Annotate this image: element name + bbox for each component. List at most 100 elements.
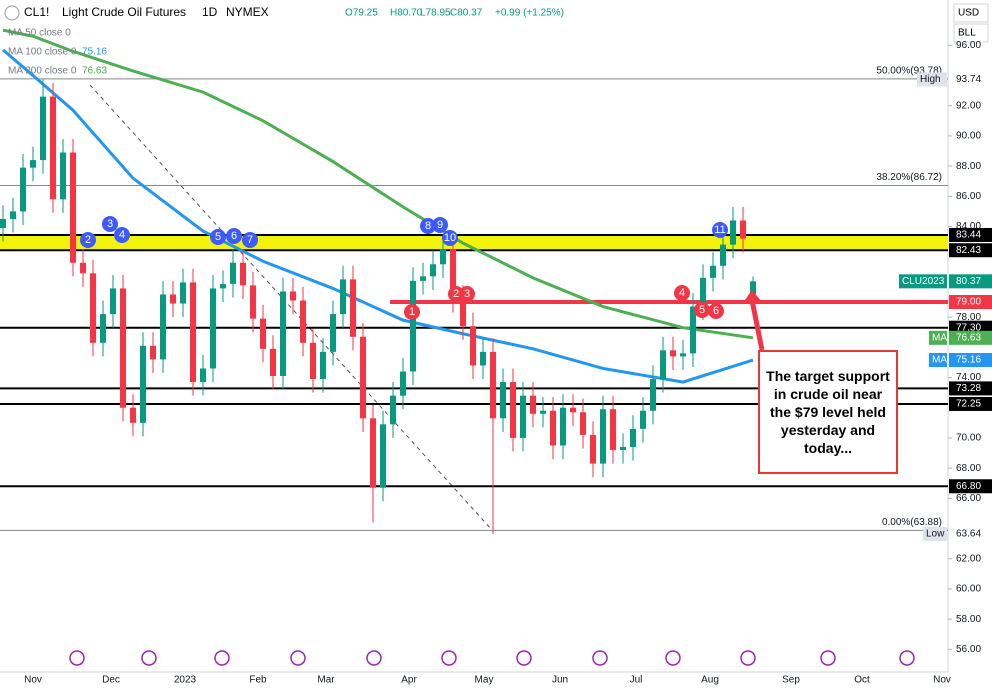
currency-box[interactable]	[953, 3, 989, 23]
fib-label: 0.00%(63.88)	[882, 517, 942, 528]
level-tag-label: 82.43	[956, 245, 981, 256]
arrow-head	[745, 290, 762, 302]
x-tick-label: Jul	[630, 675, 643, 686]
indicator-value: 75.16	[82, 47, 107, 58]
candle-body	[750, 281, 756, 299]
marker	[442, 230, 458, 246]
indicator-label: MA 100 close 0	[8, 47, 77, 58]
candle-body	[310, 342, 316, 380]
level-tag-label: 72.25	[956, 399, 981, 410]
y-tick-label: 78.00	[956, 312, 981, 323]
candle-body	[340, 279, 346, 315]
unit-box[interactable]	[953, 23, 989, 43]
candle-body	[90, 273, 96, 343]
y-tick-label: 58.00	[956, 614, 981, 625]
marker	[694, 302, 710, 318]
level-tag-label: 77.30	[956, 322, 981, 333]
candle-body	[350, 279, 356, 337]
x-tick-label: Oct	[854, 675, 870, 686]
x-tick-label: Mar	[317, 675, 335, 686]
candle-body	[590, 434, 596, 464]
marker-label: 6	[713, 305, 719, 317]
y-tick-label: 84.00	[956, 221, 981, 232]
marker	[242, 232, 258, 248]
candle-body	[390, 395, 396, 425]
candle-body	[140, 345, 146, 423]
candle-body	[0, 218, 6, 229]
marker	[712, 222, 728, 238]
level-tag-label: 73.28	[956, 383, 981, 394]
candle-body	[70, 152, 76, 263]
y-tick-label: 90.00	[956, 131, 981, 142]
ohlc: +0.99 (+1.25%)	[495, 8, 564, 19]
candle-body	[620, 446, 626, 451]
candle-body	[370, 418, 376, 488]
y-tick-label: 66.00	[956, 493, 981, 504]
candle-body	[220, 283, 226, 289]
interval: 1D	[202, 5, 218, 19]
marker-label: 3	[464, 288, 470, 300]
candle-body	[550, 410, 556, 446]
candle-body	[610, 409, 616, 451]
candle-body	[170, 294, 176, 304]
candle-body	[180, 282, 186, 304]
candle-body	[290, 291, 296, 301]
candle-body	[330, 314, 336, 352]
event-icon	[441, 650, 457, 666]
x-tick-label: Jun	[552, 675, 568, 686]
marker-label: 11	[714, 224, 725, 236]
candle-body	[360, 336, 366, 419]
price-tag	[949, 72, 992, 87]
y-tick-label: 86.00	[956, 191, 981, 202]
indicator-label: MA 50 close 0	[8, 28, 71, 39]
candle-body	[580, 412, 586, 435]
y-tick-label: 60.00	[956, 584, 981, 595]
price-tag	[949, 526, 992, 541]
price-tag	[949, 353, 992, 368]
level-tag-label: 79.00	[956, 297, 981, 308]
level-tag-label: 66.80	[956, 481, 981, 492]
currency[interactable]: USD	[958, 8, 979, 19]
candle-body	[490, 351, 496, 419]
marker	[226, 228, 242, 244]
ohlc: C80.37	[450, 8, 483, 19]
indicator-label: MA 200 close 0	[8, 66, 77, 77]
price-tag-value: 76.63	[956, 332, 981, 343]
header: CL1! Light Crude Oil Futures 1D NYMEX O7…	[4, 3, 989, 77]
price-tag-name	[929, 330, 947, 345]
price-tag-value: 80.37	[956, 276, 981, 287]
marker-label: 4	[119, 229, 125, 241]
candle-body	[670, 350, 676, 357]
candle-body	[270, 348, 276, 377]
candle-body	[300, 300, 306, 343]
candle-body	[570, 407, 576, 413]
marker-label: 3	[107, 218, 113, 230]
level-tag	[949, 396, 992, 411]
marker-label: 2	[453, 288, 459, 300]
candle-body	[660, 350, 666, 380]
x-tick-label: Sep	[782, 675, 800, 686]
unit[interactable]: BLL	[958, 28, 976, 39]
candle-body	[520, 395, 526, 438]
x-tick-label: 2023	[174, 675, 197, 686]
candle-body	[500, 382, 506, 419]
candle-body	[690, 306, 696, 354]
candle-body	[80, 262, 86, 274]
y-tick-label: 70.00	[956, 433, 981, 444]
event-icon	[820, 650, 836, 666]
candle-body	[450, 249, 456, 300]
event-icon	[516, 650, 532, 666]
y-tick-label: 88.00	[956, 161, 981, 172]
price-tag-name	[917, 72, 947, 87]
candle-body	[400, 371, 406, 396]
marker-label: 5	[215, 231, 221, 243]
candle-body	[20, 167, 26, 212]
candle-body	[320, 351, 326, 380]
marker	[420, 218, 436, 234]
candle-body	[250, 285, 256, 319]
candle-body	[380, 424, 386, 488]
candle-body	[240, 262, 246, 286]
x-tick-label: Apr	[401, 675, 417, 686]
ohlc: L78.95	[420, 8, 451, 19]
